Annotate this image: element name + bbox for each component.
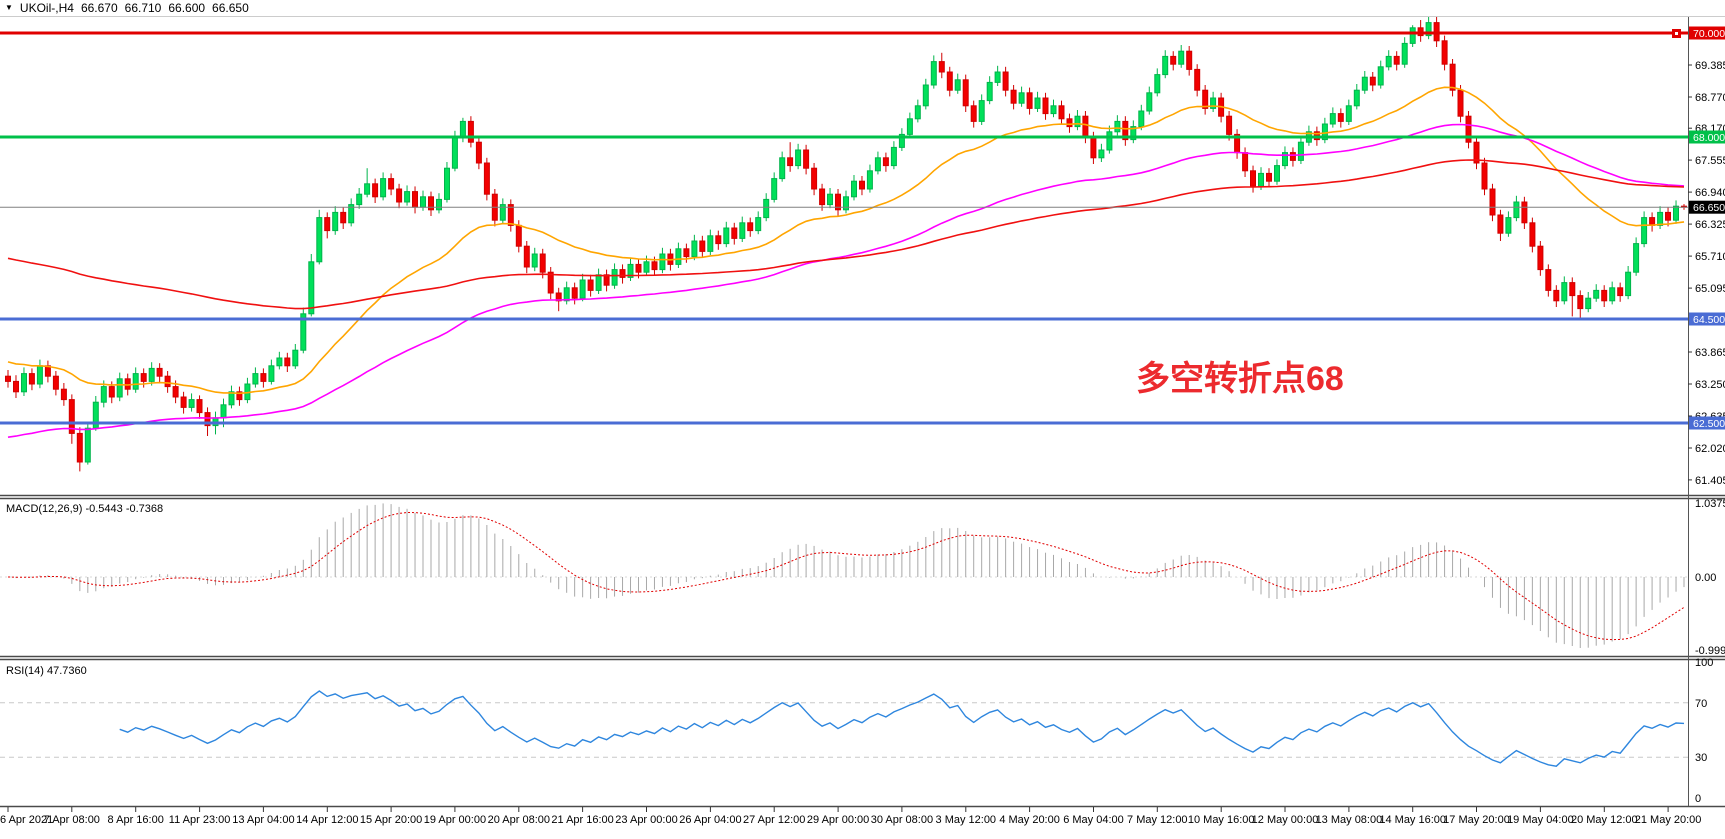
price-tick-label: 66.940 — [1695, 187, 1725, 199]
date-tick-label: 14 Apr 12:00 — [296, 814, 358, 826]
rsi-axis-label: 100 — [1695, 657, 1713, 669]
date-tick-label: 12 May 00:00 — [1252, 814, 1319, 826]
date-tick-label: 29 Apr 00:00 — [807, 814, 869, 826]
ma-magenta[interactable] — [7, 123, 1685, 438]
price-tick-label: 68.770 — [1695, 92, 1725, 104]
macd-axis-label: 0.00 — [1695, 572, 1716, 584]
date-tick-label: 10 May 16:00 — [1188, 814, 1255, 826]
price-tick-label: 63.250 — [1695, 379, 1725, 391]
price-tag-70.000[interactable] — [1689, 26, 1725, 40]
svg-text:70.000: 70.000 — [1693, 28, 1725, 40]
bar-high-value: 66.710 — [124, 1, 162, 15]
macd-signal-line — [7, 511, 1685, 641]
price-tag-62.500[interactable] — [1689, 416, 1725, 430]
date-tick-label: 7 Apr 08:00 — [44, 814, 100, 826]
date-tick-label: 15 Apr 20:00 — [360, 814, 422, 826]
date-tick-label: 20 Apr 08:00 — [488, 814, 550, 826]
svg-text:68.000: 68.000 — [1693, 132, 1725, 144]
price-tick-label: 65.095 — [1695, 283, 1725, 295]
price-tick-label: 67.555 — [1695, 155, 1725, 167]
date-tick-label: 20 May 12:00 — [1571, 814, 1638, 826]
date-tick-label: 7 May 12:00 — [1127, 814, 1188, 826]
symbol-name: UKOil-,H4 — [19, 1, 74, 15]
macd-histogram — [15, 503, 1685, 648]
date-tick-label: 3 May 12:00 — [936, 814, 997, 826]
date-tick-label: 19 May 04:00 — [1507, 814, 1574, 826]
ma-orange[interactable] — [7, 86, 1685, 395]
symbol-dropdown-icon[interactable]: ▼ — [5, 3, 13, 12]
svg-text:66.650: 66.650 — [1693, 202, 1725, 214]
chart-text-annotation[interactable]: 多空转折点68 — [1136, 360, 1344, 398]
date-tick-label: 13 Apr 04:00 — [232, 814, 294, 826]
date-tick-label: 11 Apr 23:00 — [169, 814, 231, 826]
rsi-indicator-label: RSI(14) 47.7360 — [6, 665, 87, 677]
price-tag-68.000[interactable] — [1689, 130, 1725, 144]
price-tag-64.500[interactable] — [1689, 312, 1725, 326]
candles-layer — [5, 17, 1687, 472]
date-tick-label: 21 Apr 16:00 — [551, 814, 613, 826]
price-axis[interactable]: 70.61569.38568.77068.17067.55566.94066.3… — [1688, 0, 1725, 805]
macd-axis-label: 1.0375 — [1695, 498, 1725, 510]
date-tick-label: 6 May 04:00 — [1063, 814, 1124, 826]
date-tick-label: 27 Apr 12:00 — [743, 814, 805, 826]
bar-open-value: 66.670 — [80, 1, 118, 15]
bar-low-value: 66.600 — [168, 1, 206, 15]
date-tick-label: 21 May 20:00 — [1635, 814, 1702, 826]
date-tick-label: 19 Apr 00:00 — [424, 814, 486, 826]
rsi-axis-label: 0 — [1695, 793, 1701, 805]
price-tick-label: 61.405 — [1695, 475, 1725, 487]
date-tick-label: 4 May 20:00 — [999, 814, 1060, 826]
ma-red[interactable] — [7, 159, 1685, 310]
date-tick-label: 30 Apr 08:00 — [871, 814, 933, 826]
date-tick-label: 26 Apr 04:00 — [679, 814, 741, 826]
price-tick-label: 69.385 — [1695, 60, 1725, 72]
date-tick-label: 8 Apr 16:00 — [108, 814, 164, 826]
date-tick-label: 23 Apr 00:00 — [615, 814, 677, 826]
date-tick-label: 17 May 20:00 — [1443, 814, 1510, 826]
level-handle-center — [1675, 32, 1678, 35]
macd-indicator-label: MACD(12,26,9) -0.5443 -0.7368 — [6, 503, 164, 515]
rsi-line — [119, 690, 1685, 767]
svg-text:62.500: 62.500 — [1693, 418, 1725, 430]
price-tick-label: 62.020 — [1695, 443, 1725, 455]
bar-close-value: 66.650 — [212, 1, 249, 15]
date-tick-label: 14 May 16:00 — [1379, 814, 1446, 826]
date-tick-label: 13 May 08:00 — [1316, 814, 1383, 826]
price-tag-66.650[interactable] — [1689, 200, 1725, 214]
rsi-axis-label: 30 — [1695, 752, 1707, 764]
symbol-header: ▼ UKOil-,H4 66.670 66.710 66.600 66.650 — [0, 0, 1725, 16]
price-tick-label: 63.865 — [1695, 347, 1725, 359]
svg-text:64.500: 64.500 — [1693, 314, 1725, 326]
date-tick-label: 6 Apr 2021 — [0, 814, 53, 826]
price-tick-label: 65.710 — [1695, 251, 1725, 263]
macd-axis-label: -0.9994 — [1695, 645, 1725, 657]
price-tick-label: 66.325 — [1695, 219, 1725, 231]
rsi-axis-label: 70 — [1695, 698, 1707, 710]
